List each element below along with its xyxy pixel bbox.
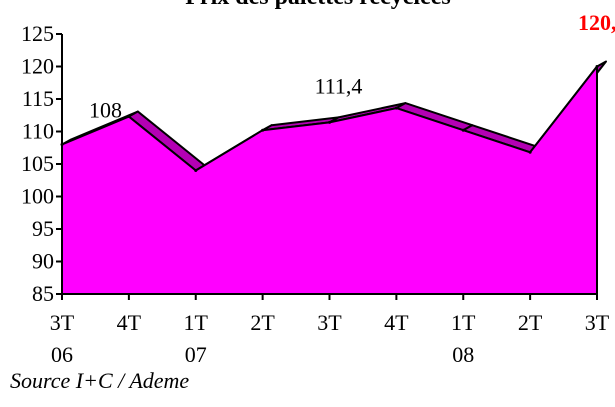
x-tick-quarter: 4T — [117, 310, 142, 335]
data-point-8 — [528, 150, 532, 154]
source-note: Source I+C / Ademe — [10, 368, 190, 393]
y-tick-label: 105 — [21, 151, 54, 176]
y-tick-label: 95 — [32, 216, 54, 241]
y-tick-label: 120 — [21, 54, 54, 79]
data-point-6 — [394, 106, 398, 110]
y-tick-label: 90 — [32, 249, 54, 274]
data-point-3 — [194, 169, 198, 172]
area-front — [61, 65, 598, 295]
x-tick-quarter: 3T — [50, 310, 75, 335]
y-tick-label: 115 — [22, 86, 54, 111]
x-tick-quarter: 2T — [250, 310, 275, 335]
y-tick-label: 100 — [21, 184, 54, 209]
chart-title: Prix des palettes recyclées — [185, 0, 450, 10]
x-tick-year: 08 — [452, 342, 474, 367]
axes: 85 90 95 100 105 110 115 120 125 3T 06 4T 1T 07 2T 3T 4T… — [21, 21, 610, 367]
x-tick-quarter: 3T — [585, 310, 610, 335]
labels: 108 111,4 120, — [89, 10, 615, 123]
x-tick-quarter: 4T — [384, 310, 409, 335]
area-layer — [60, 60, 607, 295]
x-tick-quarter: 1T — [451, 310, 476, 335]
data-point-4 — [261, 128, 265, 132]
data-point-7 — [461, 128, 465, 132]
data-point-5 — [328, 120, 331, 124]
y-tick-label: 125 — [21, 21, 54, 46]
x-tick-quarter: 3T — [317, 310, 342, 335]
data-label-9: 120, — [578, 10, 615, 35]
data-point-2 — [127, 115, 131, 119]
x-tick-year: 07 — [185, 342, 207, 367]
data-point-9 — [595, 65, 599, 68]
x-tick-quarter: 2T — [518, 310, 543, 335]
y-tick-label: 85 — [32, 281, 54, 306]
data-label-5: 111,4 — [315, 73, 363, 98]
data-label-1: 108 — [89, 98, 122, 123]
x-tick-quarter: 1T — [184, 310, 209, 335]
y-tick-label: 110 — [22, 119, 54, 144]
x-tick-year: 06 — [51, 342, 73, 367]
